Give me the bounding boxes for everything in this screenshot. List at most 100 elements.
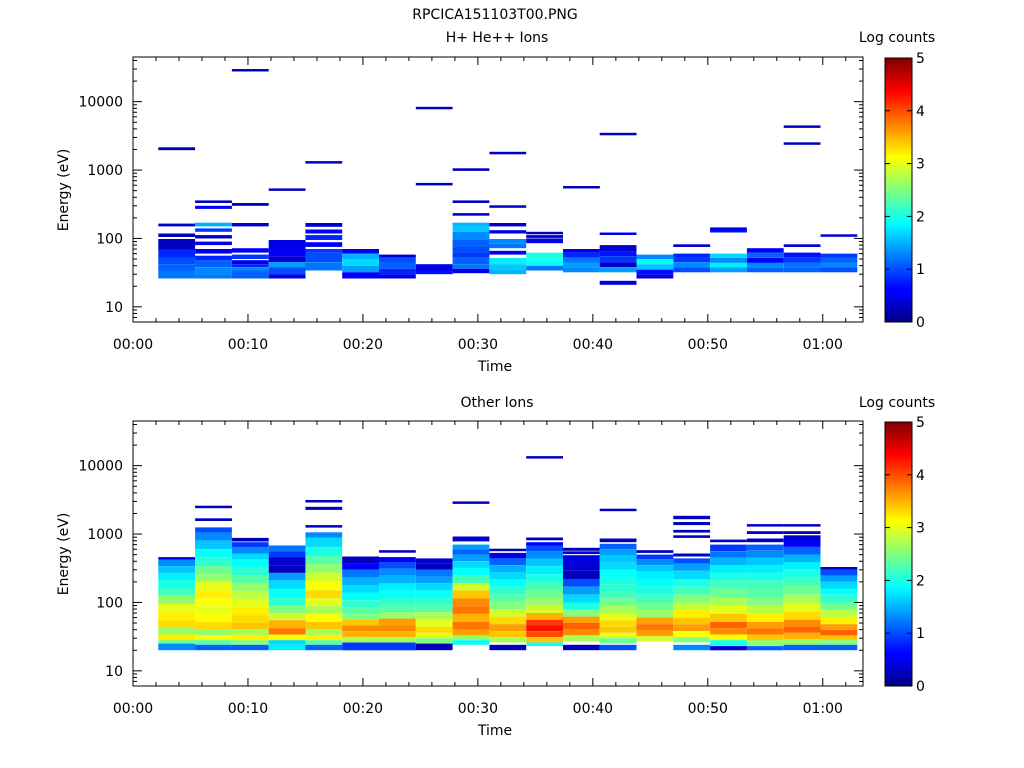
heatmap-cell — [489, 223, 527, 227]
heatmap-cell — [379, 637, 416, 643]
heatmap-cell — [452, 549, 490, 555]
colorbar-ticks: 0 1 2 3 4 5 — [885, 51, 925, 331]
heatmap-cell — [636, 264, 674, 270]
heatmap-cell — [526, 456, 563, 459]
heatmap-cell — [563, 616, 600, 623]
heatmap-cell — [526, 235, 563, 238]
x-tick-label: 00:50 — [688, 701, 728, 717]
heatmap-cell — [158, 604, 196, 613]
heatmap-cell — [342, 265, 379, 273]
heatmap-cell — [673, 563, 711, 571]
heatmap-cell — [342, 613, 379, 620]
heatmap-cell — [673, 586, 711, 595]
x-tick-label: 00:40 — [573, 701, 613, 717]
heatmap-cell — [415, 604, 453, 613]
heatmap-cells — [158, 456, 858, 651]
heatmap-cell — [489, 601, 527, 610]
heatmap-cell — [452, 575, 490, 584]
heatmap-cell — [195, 222, 232, 227]
colorbar-tick-label: 5 — [916, 51, 925, 67]
heatmap-cell — [489, 552, 527, 559]
heatmap-cell — [673, 535, 711, 538]
heatmap-cell — [489, 243, 527, 249]
heatmap-cell — [746, 267, 784, 273]
heatmap-cell — [599, 267, 637, 273]
heatmap-cell — [710, 253, 747, 258]
x-tick-label: 00:00 — [113, 337, 153, 353]
heatmap-cell — [268, 267, 306, 275]
plot-frame — [132, 420, 864, 687]
heatmap-cell — [342, 249, 379, 254]
heatmap-cell — [305, 564, 343, 573]
heatmap-cell — [305, 537, 343, 547]
heatmap-cell — [452, 252, 490, 258]
heatmap-cell — [379, 583, 416, 591]
heatmap-cell — [526, 637, 563, 643]
heatmap-cell — [231, 254, 269, 259]
heatmap-cell — [599, 262, 637, 268]
heatmap-cell — [746, 646, 784, 651]
heatmap-cell — [415, 643, 453, 651]
heatmap-cell — [379, 562, 416, 569]
heatmap-cell — [673, 637, 711, 643]
heatmap-cell — [746, 597, 784, 606]
heatmap-cell — [305, 249, 343, 253]
heatmap-cell — [563, 551, 600, 555]
panel-h-he-ions: H+ He++ Ions Log counts 00:00 00:10 00:20 0… — [56, 30, 935, 375]
heatmap-cell — [195, 249, 232, 254]
heatmap-cell — [268, 262, 306, 268]
heatmap-cell — [820, 617, 858, 625]
heatmap-cell — [599, 538, 637, 543]
heatmap-cell — [746, 262, 784, 268]
heatmap-cell — [305, 635, 343, 641]
heatmap-cell — [636, 609, 674, 618]
heatmap-cell — [526, 631, 563, 638]
heatmap-cell — [489, 637, 527, 643]
heatmap-cell — [673, 553, 711, 557]
heatmap-cell — [746, 621, 784, 629]
heatmap-cell — [195, 274, 232, 279]
heatmap-cell — [268, 640, 306, 645]
heatmap-cell — [599, 626, 637, 633]
heatmap-cell — [231, 542, 269, 548]
heatmap-cell — [636, 559, 674, 566]
heatmap-cell — [526, 605, 563, 614]
x-tick-label: 00:20 — [343, 337, 383, 353]
heatmap-cell — [599, 598, 637, 606]
heatmap-cell — [305, 644, 343, 651]
heatmap-cell — [158, 233, 196, 237]
heatmap-cell — [783, 252, 821, 258]
heatmap-cell — [452, 606, 490, 614]
heatmap-cell — [673, 579, 711, 587]
heatmap-cell — [636, 254, 674, 259]
figure-title: RPCICA151103T00.PNG — [412, 7, 577, 23]
heatmap-cell — [415, 569, 453, 577]
heatmap-cell — [379, 568, 416, 576]
heatmap-cell — [710, 230, 747, 233]
heatmap-cell — [599, 569, 637, 578]
colorbar-tick-label: 2 — [916, 573, 925, 589]
heatmap-cell — [820, 594, 858, 603]
heatmap-cell — [563, 257, 600, 263]
heatmap-cell — [268, 545, 306, 552]
heatmap-cell — [599, 549, 637, 556]
heatmap-cell — [636, 579, 674, 587]
heatmap-cell — [489, 631, 527, 638]
axes: 00:00 00:10 00:20 00:30 00:40 00:50 01:00 10 100… — [78, 57, 863, 353]
heatmap-cell — [783, 619, 821, 627]
heatmap-cell — [305, 555, 343, 565]
heatmap-cell — [489, 616, 527, 625]
heatmap-cell — [820, 602, 858, 610]
heatmap-cell — [195, 635, 232, 641]
heatmap-cell — [195, 267, 232, 275]
heatmap-cell — [489, 572, 527, 580]
heatmap-cell — [599, 620, 637, 627]
heatmap-cell — [231, 260, 269, 265]
heatmap-cell — [489, 151, 527, 155]
heatmap-cell — [820, 640, 858, 645]
heatmap-cell — [673, 631, 711, 638]
heatmap-cell — [673, 570, 711, 579]
heatmap-cell — [231, 248, 269, 253]
heatmap-cell — [673, 602, 711, 610]
heatmap-cell — [342, 625, 379, 632]
